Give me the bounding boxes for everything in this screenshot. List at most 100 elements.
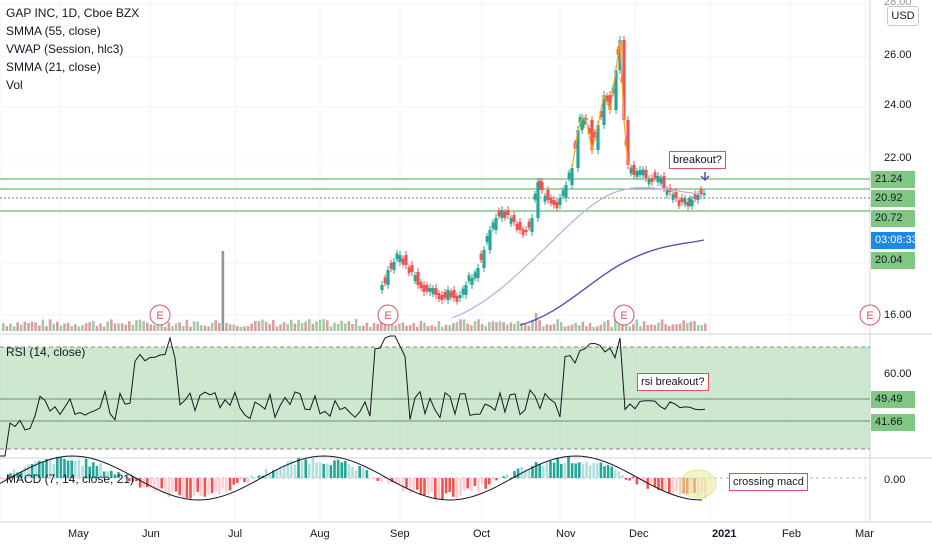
- volume-bar: [473, 321, 477, 331]
- volume-bar: [430, 325, 433, 331]
- macd-bar: [200, 478, 203, 496]
- volume-bar: [498, 321, 502, 331]
- volume-bar: [383, 321, 387, 331]
- macd-bar: [408, 478, 412, 494]
- macd-bar: [167, 478, 171, 498]
- annotation-rsi-breakout[interactable]: rsi breakout?: [637, 373, 709, 391]
- candle-body: [590, 120, 594, 150]
- volume-bar: [297, 319, 300, 331]
- macd-bar: [351, 466, 354, 478]
- time-label: Nov: [556, 528, 576, 540]
- time-label: Aug: [310, 528, 330, 540]
- volume-bar: [254, 320, 257, 331]
- candle-body: [582, 118, 586, 125]
- volume-bar: [81, 325, 84, 331]
- candle-body: [540, 182, 544, 190]
- currency-button[interactable]: USD: [887, 6, 919, 26]
- macd-bar: [588, 465, 592, 478]
- price-label-28: 28.00: [884, 0, 912, 8]
- macd-bar: [513, 470, 516, 478]
- macd-bar: [102, 471, 106, 478]
- macd-bar: [322, 463, 325, 478]
- legend-smma21[interactable]: SMMA (21, close): [6, 60, 101, 74]
- candle-body: [567, 172, 571, 179]
- macd-bar: [120, 477, 124, 479]
- candle-body: [467, 275, 471, 282]
- macd-bar: [315, 462, 318, 478]
- candle-body: [437, 293, 441, 300]
- volume-bar: [189, 326, 192, 331]
- annotation-crossing-macd[interactable]: crossing macd: [729, 473, 808, 491]
- candle-body: [683, 198, 687, 205]
- volume-bar: [250, 323, 253, 331]
- candle-body: [665, 189, 669, 196]
- macd-bar: [77, 459, 81, 478]
- macd-bar: [311, 457, 315, 478]
- volume-bar: [66, 322, 70, 331]
- rsi-band: [0, 346, 870, 450]
- candle-body: [674, 192, 678, 198]
- candle-body: [446, 290, 450, 300]
- candle-body: [518, 222, 522, 230]
- volume-bar: [372, 322, 376, 331]
- legend-vwap[interactable]: VWAP (Session, hlc3): [6, 42, 124, 56]
- volume-bars: [2, 251, 707, 331]
- macd-bar: [524, 469, 527, 478]
- price-label-22: 22.00: [884, 152, 912, 164]
- volume-bar: [452, 323, 455, 331]
- volume-bar: [2, 323, 5, 331]
- macd-bar: [610, 466, 613, 478]
- volume-bar: [95, 325, 99, 331]
- candle-body: [677, 200, 681, 207]
- volume-bar: [552, 324, 556, 331]
- chart-legend: GAP INC, 1D, Cboe BZX SMMA (55, close) V…: [6, 4, 139, 94]
- candle-body: [629, 167, 633, 174]
- candle-body: [599, 110, 603, 117]
- volume-bar: [315, 321, 318, 331]
- rsi-tag-4166: 41.66: [871, 414, 915, 431]
- volume-bar: [340, 320, 343, 331]
- time-label: Dec: [629, 528, 649, 540]
- candle-body: [380, 285, 384, 290]
- volume-bar: [376, 323, 379, 331]
- macd-bar: [383, 478, 387, 479]
- macd-bar: [509, 477, 513, 479]
- macd-bar: [617, 471, 621, 478]
- rsi-pane-label[interactable]: RSI (14, close): [6, 345, 86, 359]
- volume-bar: [509, 322, 513, 331]
- macd-bar: [671, 478, 675, 495]
- macd-bar: [390, 478, 394, 483]
- volume-bar: [200, 325, 203, 331]
- macd-bar: [12, 469, 16, 478]
- volume-bar: [635, 319, 639, 331]
- volume-bar: [282, 322, 286, 331]
- volume-bar: [423, 322, 426, 331]
- volume-bar: [221, 251, 225, 331]
- macd-bar: [527, 468, 531, 478]
- macd-bar: [243, 478, 246, 483]
- annotation-breakout[interactable]: breakout?: [669, 151, 726, 169]
- macd-pane-label[interactable]: MACD (7, 14, close, 21): [6, 472, 135, 486]
- macd-bar: [113, 474, 117, 478]
- volume-bar: [588, 323, 592, 331]
- volume-bar: [524, 323, 527, 331]
- candle-body: [509, 217, 513, 224]
- legend-vol[interactable]: Vol: [6, 78, 23, 92]
- macd-bar: [218, 478, 221, 495]
- volume-bar: [678, 323, 682, 331]
- macd-bar: [232, 478, 235, 485]
- volume-bar: [20, 324, 23, 331]
- candle-body: [452, 290, 456, 298]
- volume-bar: [401, 322, 405, 331]
- macd-bar: [668, 478, 671, 494]
- volume-bar: [610, 326, 613, 331]
- volume-bar: [462, 319, 466, 331]
- level-tag-2072: 20.72: [871, 210, 915, 227]
- time-label: Jul: [228, 528, 243, 540]
- legend-smma55[interactable]: SMMA (55, close): [6, 24, 101, 38]
- volume-bar: [538, 320, 541, 331]
- macd-bar: [419, 478, 423, 495]
- volume-bar: [653, 324, 657, 331]
- macd-bar: [254, 477, 257, 479]
